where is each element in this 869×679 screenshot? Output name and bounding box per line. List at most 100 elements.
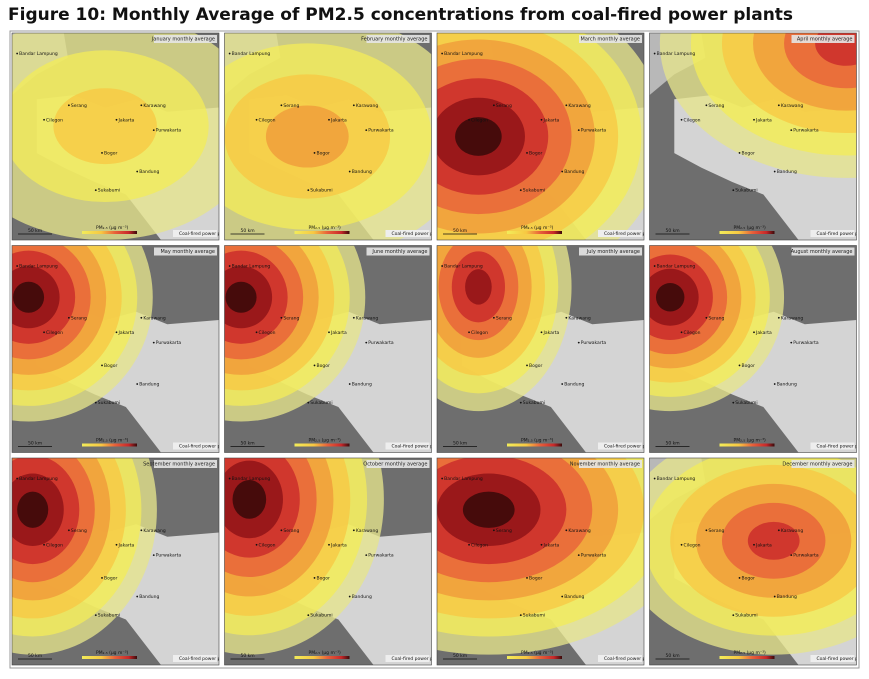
city-marker (468, 118, 470, 121)
city-label: Bandung (777, 382, 797, 388)
city-label: Cilegon (684, 330, 701, 336)
city-marker (365, 129, 368, 132)
colorbar-label: PM₂.₅ (μg m⁻³) (521, 225, 554, 231)
map-panel: Bandar Lampung Serang Cilegon Jakarta Bogor P… (437, 245, 644, 453)
city-label: Sukabumi (523, 188, 545, 194)
panel-title-box (154, 460, 217, 468)
panel-title-box (579, 460, 642, 468)
city-label: Karawang (568, 315, 591, 321)
city-label: Serang (71, 528, 87, 534)
city-label: Serang (708, 315, 724, 321)
panel-title-box (366, 247, 430, 256)
city-label: Bandung (139, 382, 159, 388)
city-label: Bandar Lampung (444, 476, 483, 482)
panel-title-box (579, 35, 642, 43)
city-label: Bandar Lampung (657, 476, 696, 482)
city-label: Karawang (356, 528, 379, 534)
city-marker (519, 189, 522, 192)
city-label: Bogor (529, 363, 542, 369)
city-marker (115, 543, 118, 546)
city-marker (680, 543, 683, 546)
city-label: Bandar Lampung (232, 476, 271, 482)
panel-border (649, 32, 857, 241)
city-marker (732, 614, 735, 617)
concentration-contour (265, 105, 349, 168)
city-label: Bogor (104, 150, 117, 156)
city-label: Cilegon (259, 330, 276, 336)
colorbar-label: PM₂.₅ (μg m⁻³) (96, 438, 129, 444)
city-label: Cilegon (46, 117, 63, 123)
city-label: Serang (71, 103, 87, 109)
city-marker (705, 529, 708, 532)
city-marker (136, 383, 139, 385)
colorbar-label: PM₂.₅ (μg m⁻³) (309, 438, 342, 444)
scale-label: 50 km (28, 653, 42, 659)
colorbar (719, 443, 775, 447)
city-label: Karawang (781, 528, 804, 534)
city-marker (519, 614, 522, 617)
city-marker (152, 341, 155, 344)
city-label: Jakarta (118, 542, 135, 548)
attribution: Coal-fired power plant (817, 656, 867, 662)
city-marker (777, 529, 780, 532)
city-marker (43, 543, 45, 546)
city-marker (777, 104, 780, 107)
city-marker (519, 401, 522, 404)
city-marker (561, 170, 564, 173)
city-label: Purwakarta (793, 128, 819, 134)
city-marker (228, 477, 231, 480)
city-marker (680, 331, 683, 334)
city-label: Purwakarta (793, 553, 819, 559)
city-label: Jakarta (755, 542, 772, 548)
city-marker (653, 52, 656, 55)
map-panel: Bandar Lampung Serang Cilegon Jakarta Bogor P… (437, 458, 644, 665)
city-label: Purwakarta (581, 553, 607, 559)
city-label: Karawang (143, 528, 166, 534)
city-marker (228, 265, 231, 267)
colorbar-label: PM₂.₅ (μg m⁻³) (309, 650, 342, 656)
city-marker (67, 316, 70, 319)
city-marker (348, 383, 351, 385)
map-panel: Bandar Lampung Serang Cilegon Jakarta Bogor P… (437, 33, 644, 240)
city-marker (140, 316, 143, 319)
city-label: Bandung (139, 169, 159, 175)
city-marker (136, 595, 139, 598)
city-marker (705, 316, 708, 319)
concentration-contour (232, 479, 267, 519)
city-marker (773, 170, 776, 173)
panel-title: May monthly average (160, 249, 215, 255)
colorbar-label: PM₂.₅ (μg m⁻³) (734, 225, 767, 231)
city-label: Sukabumi (523, 400, 545, 406)
city-marker (348, 170, 351, 173)
city-marker (653, 477, 656, 480)
city-label: Bandar Lampung (19, 264, 58, 270)
figure-title: Figure 10: Monthly Average of PM2.5 conc… (8, 5, 793, 25)
city-label: Serang (496, 315, 512, 321)
city-marker (280, 104, 283, 107)
attribution: Coal-fired power plant (817, 444, 867, 450)
city-label: Purwakarta (368, 128, 394, 134)
panel-border (436, 457, 645, 666)
city-label: Bandung (352, 594, 372, 600)
city-marker (152, 129, 155, 132)
city-label: Bogor (742, 150, 755, 156)
city-marker (790, 554, 793, 557)
map-panel: Bandar Lampung Serang Cilegon Jakarta Bogor P… (649, 33, 857, 240)
city-label: Sukabumi (98, 400, 120, 406)
colorbar (719, 656, 775, 659)
city-marker (67, 104, 70, 107)
city-label: Purwakarta (581, 340, 607, 346)
colorbar-label: PM₂.₅ (μg m⁻³) (96, 650, 129, 656)
city-marker (43, 331, 45, 334)
city-label: Cilegon (684, 117, 701, 123)
city-label: Bogor (104, 363, 117, 369)
city-label: Sukabumi (310, 400, 332, 406)
city-marker (565, 316, 568, 319)
city-label: Serang (496, 528, 512, 534)
city-label: Purwakarta (156, 340, 182, 346)
city-label: Sukabumi (98, 613, 120, 619)
city-label: Bandung (777, 169, 797, 175)
city-label: Purwakarta (156, 128, 182, 134)
city-marker (773, 383, 776, 385)
concentration-contour (225, 281, 257, 313)
